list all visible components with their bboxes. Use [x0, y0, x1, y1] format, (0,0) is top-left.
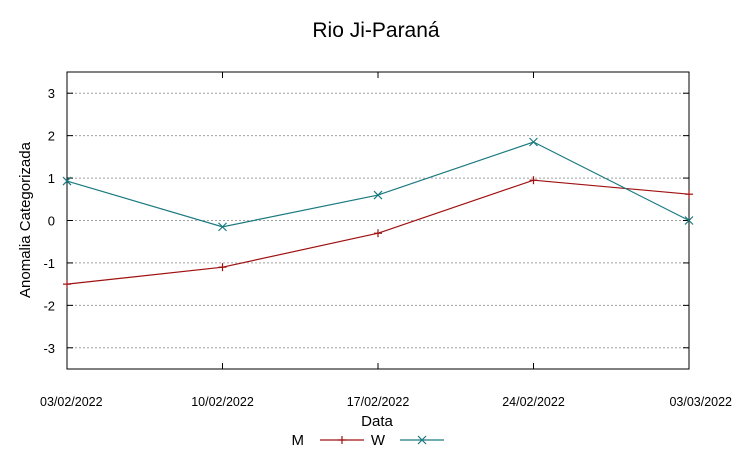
x-axis: 03/02/2022 10/02/2022 17/02/2022 24/02/2022… — [40, 72, 732, 409]
data-point-W — [684, 216, 694, 225]
legend-label: W — [371, 432, 386, 449]
data-point-M — [63, 280, 71, 289]
data-point-W — [62, 176, 72, 186]
data-point-M — [529, 176, 538, 185]
data-point-M — [685, 190, 693, 199]
legend-marker — [417, 435, 427, 445]
y-tick-label: -3 — [43, 341, 55, 356]
series-line-W — [66, 141, 690, 228]
data-point-W — [218, 222, 227, 232]
data-point-W — [373, 190, 383, 200]
chart-title: Rio Ji-Paraná — [312, 19, 440, 42]
data-point-M — [218, 263, 227, 272]
x-axis-label: Data — [361, 413, 393, 430]
grid-layer — [67, 92, 689, 349]
data-point-W — [529, 137, 538, 147]
data-point-M — [374, 229, 382, 238]
legend-marker — [338, 436, 346, 444]
y-tick-label: -1 — [43, 256, 55, 271]
y-tick-label: 0 — [48, 214, 55, 229]
legend-label: M — [292, 432, 305, 449]
series-layer — [62, 137, 694, 289]
x-tick-label: 17/02/2022 — [347, 395, 410, 409]
y-tick-label: 1 — [48, 171, 55, 186]
y-tick-label: -2 — [43, 298, 55, 313]
x-tick-label: 03/03/2022 — [669, 395, 732, 409]
y-axis-label: Anomalia Categorizada — [17, 141, 34, 298]
y-tick-label: 3 — [48, 86, 55, 101]
x-tick-label: 10/02/2022 — [191, 395, 254, 409]
x-tick-label: 24/02/2022 — [502, 395, 565, 409]
x-tick-label: 03/02/2022 — [40, 395, 103, 409]
y-tick-label: 2 — [48, 129, 55, 144]
